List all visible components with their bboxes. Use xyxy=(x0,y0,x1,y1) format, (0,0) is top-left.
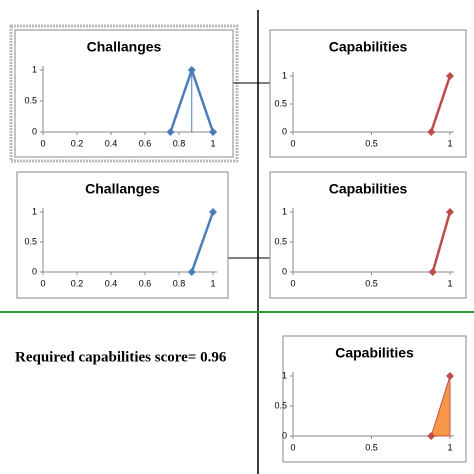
chart-frame xyxy=(269,171,467,299)
y-tick-label: 0 xyxy=(32,266,37,276)
marker xyxy=(187,268,196,276)
chart-title: Challanges xyxy=(85,181,160,197)
marker xyxy=(209,208,217,216)
x-tick-label: 0.5 xyxy=(365,278,378,288)
x-tick-label: 0.2 xyxy=(71,138,84,148)
x-tick-label: 1 xyxy=(447,138,452,148)
x-tick-label: 0.6 xyxy=(139,278,152,288)
selection-frame xyxy=(9,24,239,163)
marker xyxy=(427,432,436,440)
chart-title: Capabilities xyxy=(329,181,408,197)
x-tick-label: 1 xyxy=(210,138,215,148)
x-tick-label: 0 xyxy=(290,442,295,452)
x-tick-label: 0.5 xyxy=(365,442,378,452)
marker xyxy=(428,268,437,276)
y-tick-label: 0 xyxy=(282,126,287,136)
x-tick-label: 0.5 xyxy=(365,138,378,148)
x-tick-label: 1 xyxy=(447,442,452,452)
x-tick-label: 0 xyxy=(290,138,295,148)
y-tick-label: 0 xyxy=(282,266,287,276)
chart-title: Challanges xyxy=(87,39,162,55)
x-tick-label: 0.4 xyxy=(105,278,118,288)
area xyxy=(430,375,451,437)
marker xyxy=(446,208,454,216)
x-tick-label: 0.8 xyxy=(173,278,186,288)
y-tick-label: 0.5 xyxy=(24,236,37,246)
chart-frame xyxy=(282,335,467,463)
y-tick-label: 1 xyxy=(32,206,37,216)
y-tick-label: 0.5 xyxy=(274,98,287,108)
marker xyxy=(187,66,196,74)
x-tick-label: 0.4 xyxy=(105,138,118,148)
marker xyxy=(446,372,454,380)
chart-title: Capabilities xyxy=(335,345,414,361)
annotation: Required capabilities score= 0.96 xyxy=(15,349,227,365)
y-tick-label: 0 xyxy=(32,126,37,136)
marker xyxy=(446,72,454,80)
x-tick-label: 0.8 xyxy=(173,138,186,148)
y-tick-label: 0.5 xyxy=(274,236,287,246)
x-tick-label: 0 xyxy=(40,138,45,148)
y-tick-label: 1 xyxy=(282,70,287,80)
x-tick-label: 1 xyxy=(447,278,452,288)
x-tick-label: 0.2 xyxy=(71,278,84,288)
x-tick-label: 0.6 xyxy=(139,138,152,148)
chart-title: Capabilities xyxy=(329,39,408,55)
y-tick-label: 0 xyxy=(282,430,287,440)
chart-frame xyxy=(269,29,467,158)
marker xyxy=(427,128,436,136)
marker xyxy=(166,128,175,136)
line xyxy=(190,211,215,273)
y-tick-label: 1 xyxy=(282,206,287,216)
chart-frame xyxy=(14,29,234,158)
x-tick-label: 0 xyxy=(40,278,45,288)
marker xyxy=(209,128,217,136)
x-tick-label: 0 xyxy=(290,278,295,288)
y-tick-label: 1 xyxy=(282,370,287,380)
y-tick-label: 0.5 xyxy=(24,95,37,105)
line xyxy=(429,75,452,133)
y-tick-label: 0.5 xyxy=(274,400,287,410)
chart-frame xyxy=(16,171,229,299)
x-tick-label: 1 xyxy=(210,278,215,288)
line xyxy=(431,211,452,273)
y-tick-label: 1 xyxy=(32,64,37,74)
